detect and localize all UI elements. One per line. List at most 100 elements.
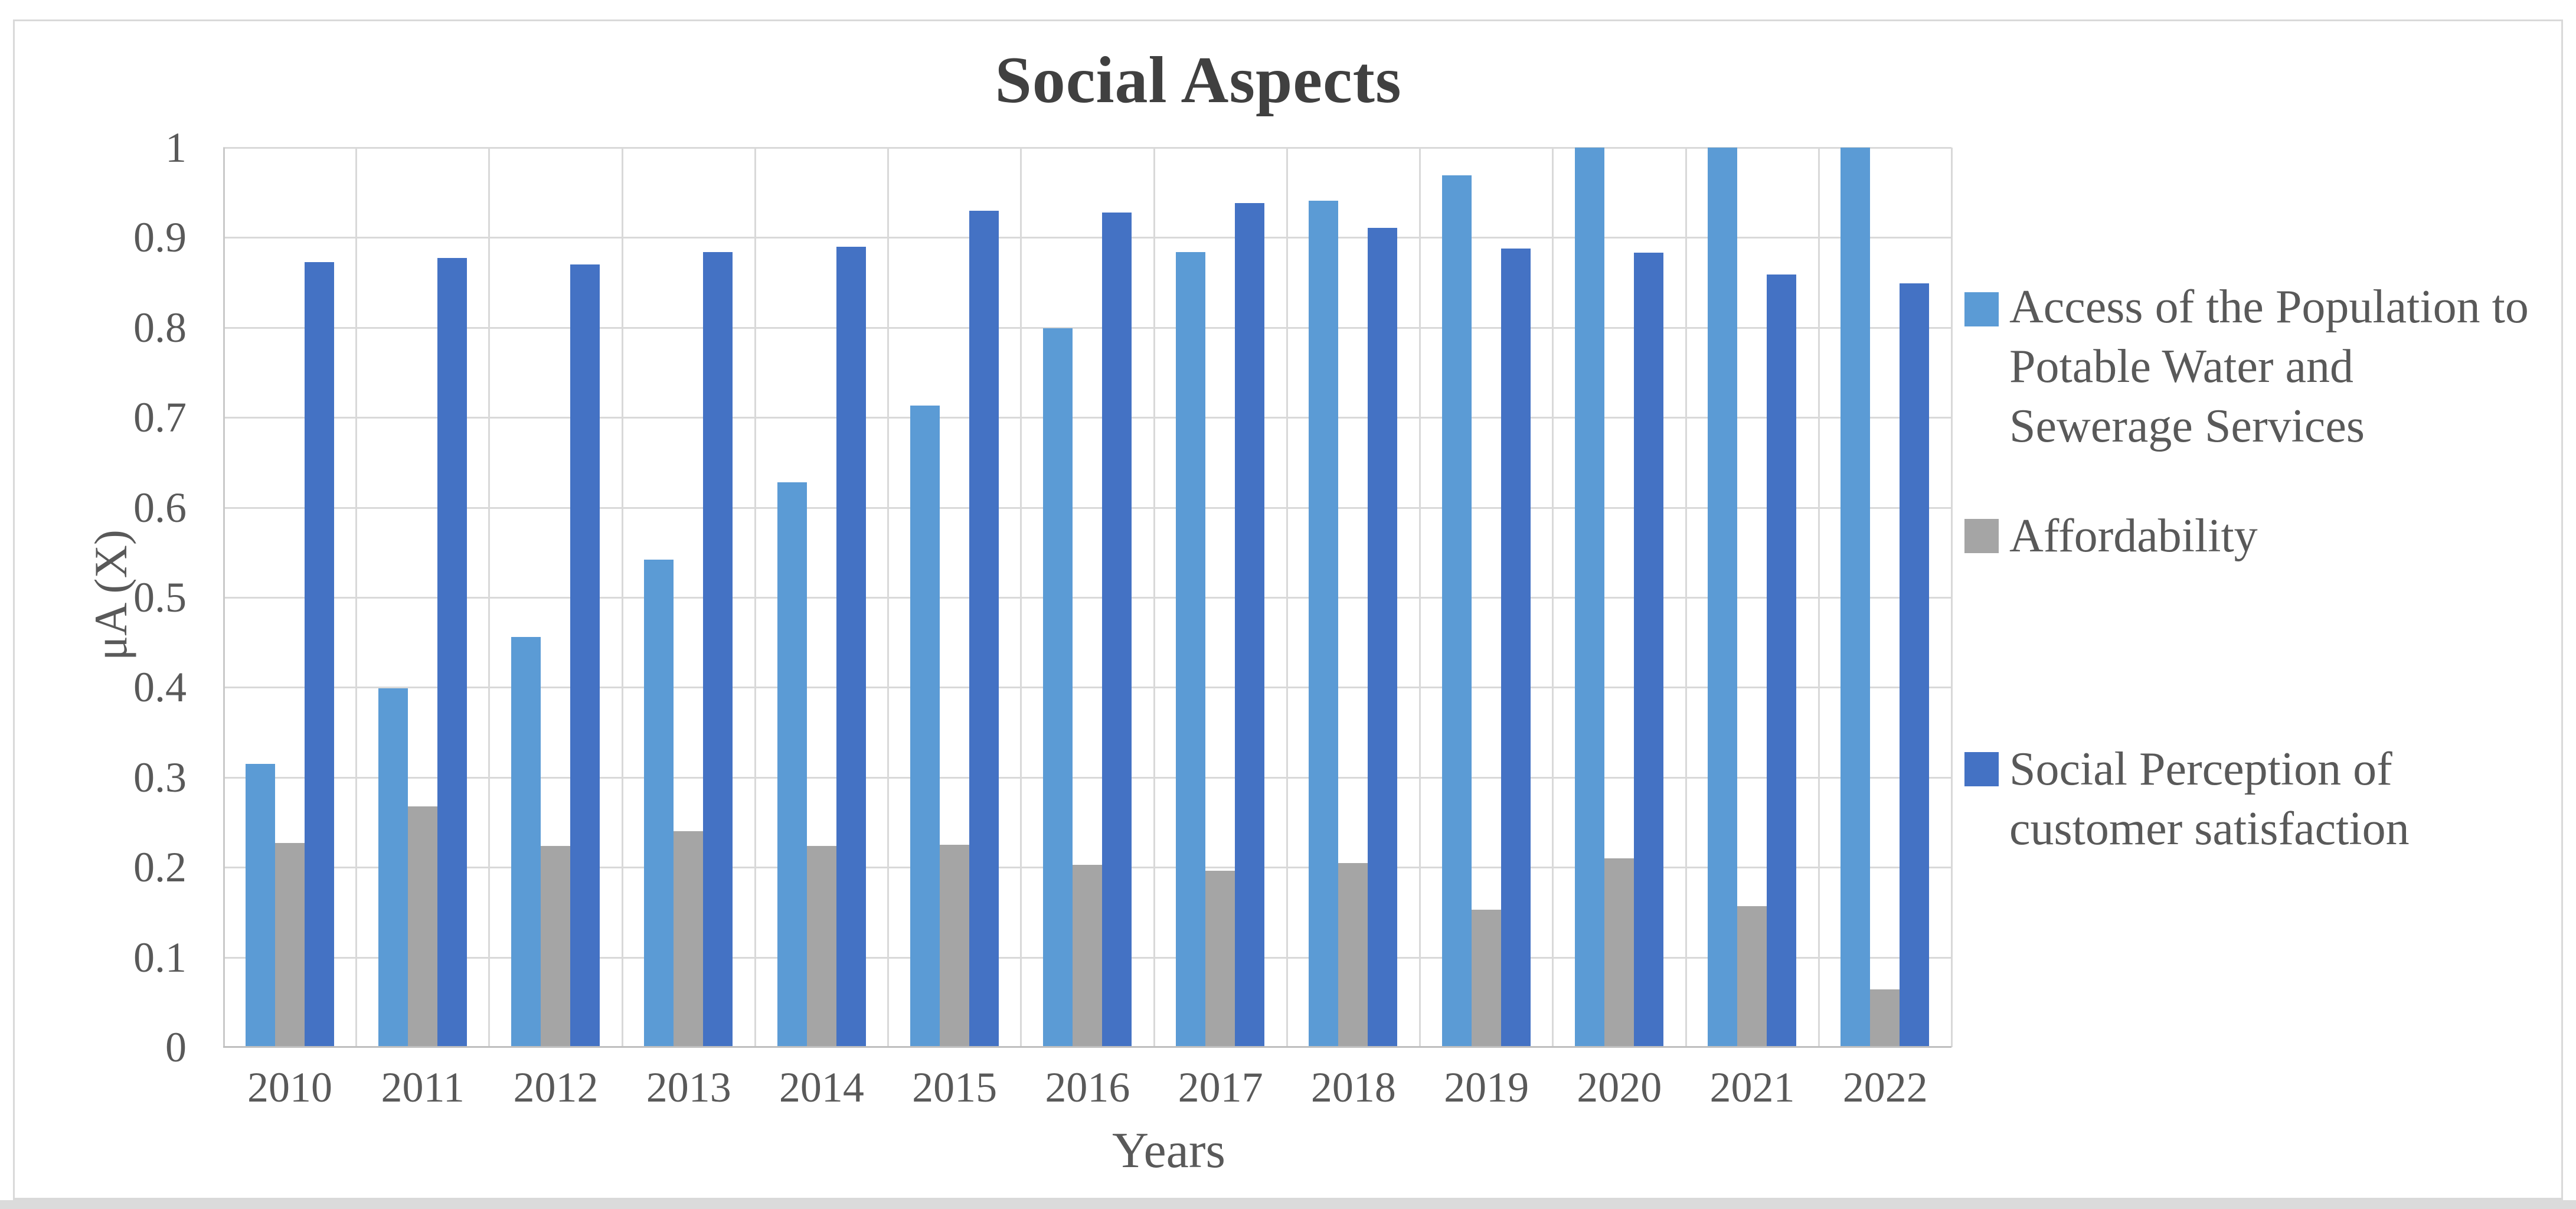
gridline-x-4 bbox=[754, 148, 756, 1047]
bar-social-perception-2020 bbox=[1633, 253, 1663, 1047]
legend-label-line: customer satisfaction bbox=[2009, 803, 2410, 855]
gridline-x-8 bbox=[1286, 148, 1288, 1047]
bar-affordability-2013 bbox=[674, 831, 704, 1047]
gridline-x-1 bbox=[355, 148, 358, 1047]
page-bottom-strip bbox=[0, 1200, 2576, 1209]
gridline-x-2 bbox=[488, 148, 491, 1047]
bar-access-of-2017 bbox=[1176, 251, 1206, 1047]
gridline-x-6 bbox=[1020, 148, 1022, 1047]
gridline-x-13 bbox=[1951, 148, 1953, 1047]
x-tick-label-2014: 2014 bbox=[779, 1064, 864, 1111]
legend-label-line: Affordability bbox=[2009, 510, 2258, 562]
y-tick-label-0.4: 0.4 bbox=[133, 664, 187, 711]
bar-access-of-2013 bbox=[644, 559, 674, 1047]
x-tick-label-2010: 2010 bbox=[247, 1064, 332, 1111]
legend-label-line: Potable Water and bbox=[2009, 341, 2354, 393]
x-tick-label-2013: 2013 bbox=[646, 1064, 731, 1111]
plot-area bbox=[223, 147, 1953, 1048]
bar-access-of-2021 bbox=[1708, 148, 1738, 1047]
y-tick-label-0.6: 0.6 bbox=[133, 483, 187, 531]
bar-social-perception-2015 bbox=[969, 210, 999, 1047]
y-tick-label-0.9: 0.9 bbox=[133, 214, 187, 262]
x-tick-label-2011: 2011 bbox=[381, 1064, 465, 1111]
bar-social-perception-2016 bbox=[1102, 212, 1132, 1047]
x-tick-label-2021: 2021 bbox=[1709, 1064, 1795, 1111]
x-tick-label-2015: 2015 bbox=[912, 1064, 998, 1111]
y-tick-label-1: 1 bbox=[165, 124, 187, 171]
bar-affordability-2018 bbox=[1338, 862, 1368, 1047]
y-axis-line bbox=[223, 148, 225, 1047]
gridline-y-0.8 bbox=[223, 326, 1951, 329]
chart-title: Social Aspects bbox=[995, 44, 1402, 117]
bar-access-of-2010 bbox=[245, 763, 275, 1047]
bar-social-perception-2017 bbox=[1235, 203, 1265, 1047]
bar-affordability-2010 bbox=[274, 843, 305, 1047]
bar-affordability-2020 bbox=[1604, 858, 1634, 1047]
bar-access-of-2016 bbox=[1043, 328, 1073, 1047]
gridline-x-7 bbox=[1153, 148, 1155, 1047]
bar-social-perception-2012 bbox=[570, 264, 600, 1047]
bar-access-of-2022 bbox=[1841, 148, 1871, 1047]
x-tick-label-2019: 2019 bbox=[1444, 1064, 1529, 1111]
legend-label-3: Social Perception of customer satisfactio… bbox=[2009, 740, 2576, 859]
bar-affordability-2016 bbox=[1073, 864, 1102, 1047]
legend-label-2: Affordability bbox=[2009, 507, 2576, 566]
x-axis-line bbox=[223, 1046, 1951, 1048]
bar-access-of-2012 bbox=[511, 637, 541, 1047]
y-tick-label-0.7: 0.7 bbox=[133, 394, 187, 442]
bar-social-perception-2011 bbox=[437, 258, 467, 1047]
x-axis-title: Years bbox=[1112, 1122, 1225, 1178]
gridline-x-5 bbox=[887, 148, 890, 1047]
bar-affordability-2011 bbox=[407, 806, 437, 1047]
legend-label-line: Social Perception of bbox=[2009, 743, 2392, 795]
bar-affordability-2017 bbox=[1205, 871, 1235, 1047]
bar-social-perception-2018 bbox=[1368, 227, 1398, 1047]
y-tick-label-0.5: 0.5 bbox=[133, 574, 187, 621]
gridline-y-0.7 bbox=[223, 417, 1951, 419]
bar-affordability-2022 bbox=[1870, 989, 1900, 1047]
legend-swatch-2 bbox=[1964, 519, 1999, 553]
bar-social-perception-2021 bbox=[1767, 274, 1797, 1047]
gridline-y-0.4 bbox=[223, 687, 1951, 689]
bar-social-perception-2022 bbox=[1900, 283, 1930, 1047]
gridline-y-0.9 bbox=[223, 237, 1951, 239]
bar-social-perception-2019 bbox=[1501, 248, 1531, 1047]
gridline-x-11 bbox=[1685, 148, 1687, 1047]
bar-affordability-2019 bbox=[1471, 909, 1501, 1047]
gridline-x-9 bbox=[1419, 148, 1421, 1047]
legend-label-1: Access of the Population to Potable Water… bbox=[2009, 277, 2576, 456]
x-tick-label-2012: 2012 bbox=[513, 1064, 599, 1111]
gridline-y-1 bbox=[223, 147, 1951, 149]
bar-access-of-2014 bbox=[777, 482, 807, 1047]
legend-label-line: Sewerage Services bbox=[2009, 400, 2365, 452]
bar-social-perception-2014 bbox=[836, 246, 866, 1047]
x-tick-label-2017: 2017 bbox=[1178, 1064, 1263, 1111]
gridline-y-0.5 bbox=[223, 597, 1951, 599]
bar-access-of-2011 bbox=[378, 688, 408, 1047]
gridline-x-10 bbox=[1552, 148, 1554, 1047]
bar-access-of-2018 bbox=[1309, 200, 1339, 1047]
gridline-y-0.6 bbox=[223, 507, 1951, 509]
bar-access-of-2015 bbox=[910, 406, 940, 1047]
bar-social-perception-2013 bbox=[703, 251, 733, 1047]
x-tick-label-2016: 2016 bbox=[1045, 1064, 1130, 1111]
y-tick-label-0.8: 0.8 bbox=[133, 303, 187, 351]
bar-affordability-2021 bbox=[1737, 906, 1767, 1047]
y-tick-label-0.2: 0.2 bbox=[133, 844, 187, 891]
gridline-y-0.3 bbox=[223, 776, 1951, 779]
y-tick-label-0.3: 0.3 bbox=[133, 753, 187, 801]
gridline-x-12 bbox=[1817, 148, 1820, 1047]
x-tick-label-2018: 2018 bbox=[1310, 1064, 1396, 1111]
bar-access-of-2019 bbox=[1441, 175, 1472, 1047]
bar-social-perception-2010 bbox=[304, 262, 334, 1047]
y-tick-label-0: 0 bbox=[165, 1024, 187, 1071]
legend-swatch-3 bbox=[1964, 752, 1999, 786]
bar-affordability-2012 bbox=[541, 845, 571, 1047]
bar-affordability-2014 bbox=[806, 845, 836, 1047]
bar-access-of-2020 bbox=[1574, 148, 1604, 1047]
y-tick-label-0.1: 0.1 bbox=[133, 933, 187, 981]
gridline-x-3 bbox=[621, 148, 623, 1047]
legend-swatch-1 bbox=[1964, 292, 1999, 326]
x-tick-label-2022: 2022 bbox=[1842, 1064, 1928, 1111]
